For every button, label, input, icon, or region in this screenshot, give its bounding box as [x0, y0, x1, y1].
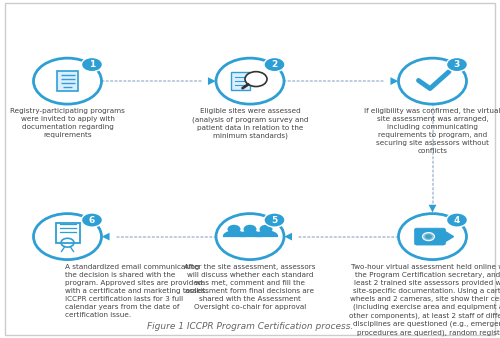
Circle shape [264, 57, 285, 72]
Text: 3: 3 [454, 60, 460, 69]
Polygon shape [444, 231, 454, 243]
Text: Eligible sites were assessed
(analysis of program survey and
patient data in rel: Eligible sites were assessed (analysis o… [192, 108, 308, 139]
Circle shape [446, 57, 468, 72]
FancyBboxPatch shape [414, 228, 446, 245]
Circle shape [245, 72, 267, 87]
Circle shape [264, 213, 285, 227]
Circle shape [422, 233, 434, 241]
Circle shape [82, 213, 102, 227]
Text: A standardized email communicating
the decision is shared with the
program. Appr: A standardized email communicating the d… [65, 264, 208, 318]
FancyBboxPatch shape [57, 71, 78, 91]
Circle shape [34, 58, 102, 104]
Text: 2: 2 [272, 60, 278, 69]
Text: 4: 4 [454, 216, 460, 224]
Text: 5: 5 [272, 216, 278, 224]
Text: 6: 6 [89, 216, 95, 224]
Circle shape [244, 225, 256, 234]
Circle shape [260, 225, 272, 234]
Circle shape [216, 58, 284, 104]
Text: Figure 1 ICCPR Program Certification process.: Figure 1 ICCPR Program Certification pro… [147, 322, 353, 331]
Circle shape [228, 225, 240, 234]
Text: Two-hour virtual assessment held online with
the Program Certification secretary: Two-hour virtual assessment held online … [348, 264, 500, 338]
Text: 1: 1 [89, 60, 95, 69]
Circle shape [34, 214, 102, 260]
Circle shape [398, 58, 466, 104]
Text: If eligibility was confirmed, the virtual
site assessment was arranged,
includin: If eligibility was confirmed, the virtua… [364, 108, 500, 154]
Text: Registry-participating programs
were invited to apply with
documentation regardi: Registry-participating programs were inv… [10, 108, 125, 138]
Text: After the site assessment, assessors
will discuss whether each standard
was met,: After the site assessment, assessors wil… [184, 264, 316, 310]
Circle shape [398, 214, 466, 260]
Circle shape [82, 57, 102, 72]
Circle shape [446, 213, 468, 227]
FancyBboxPatch shape [231, 72, 250, 90]
Circle shape [216, 214, 284, 260]
Circle shape [425, 234, 432, 239]
